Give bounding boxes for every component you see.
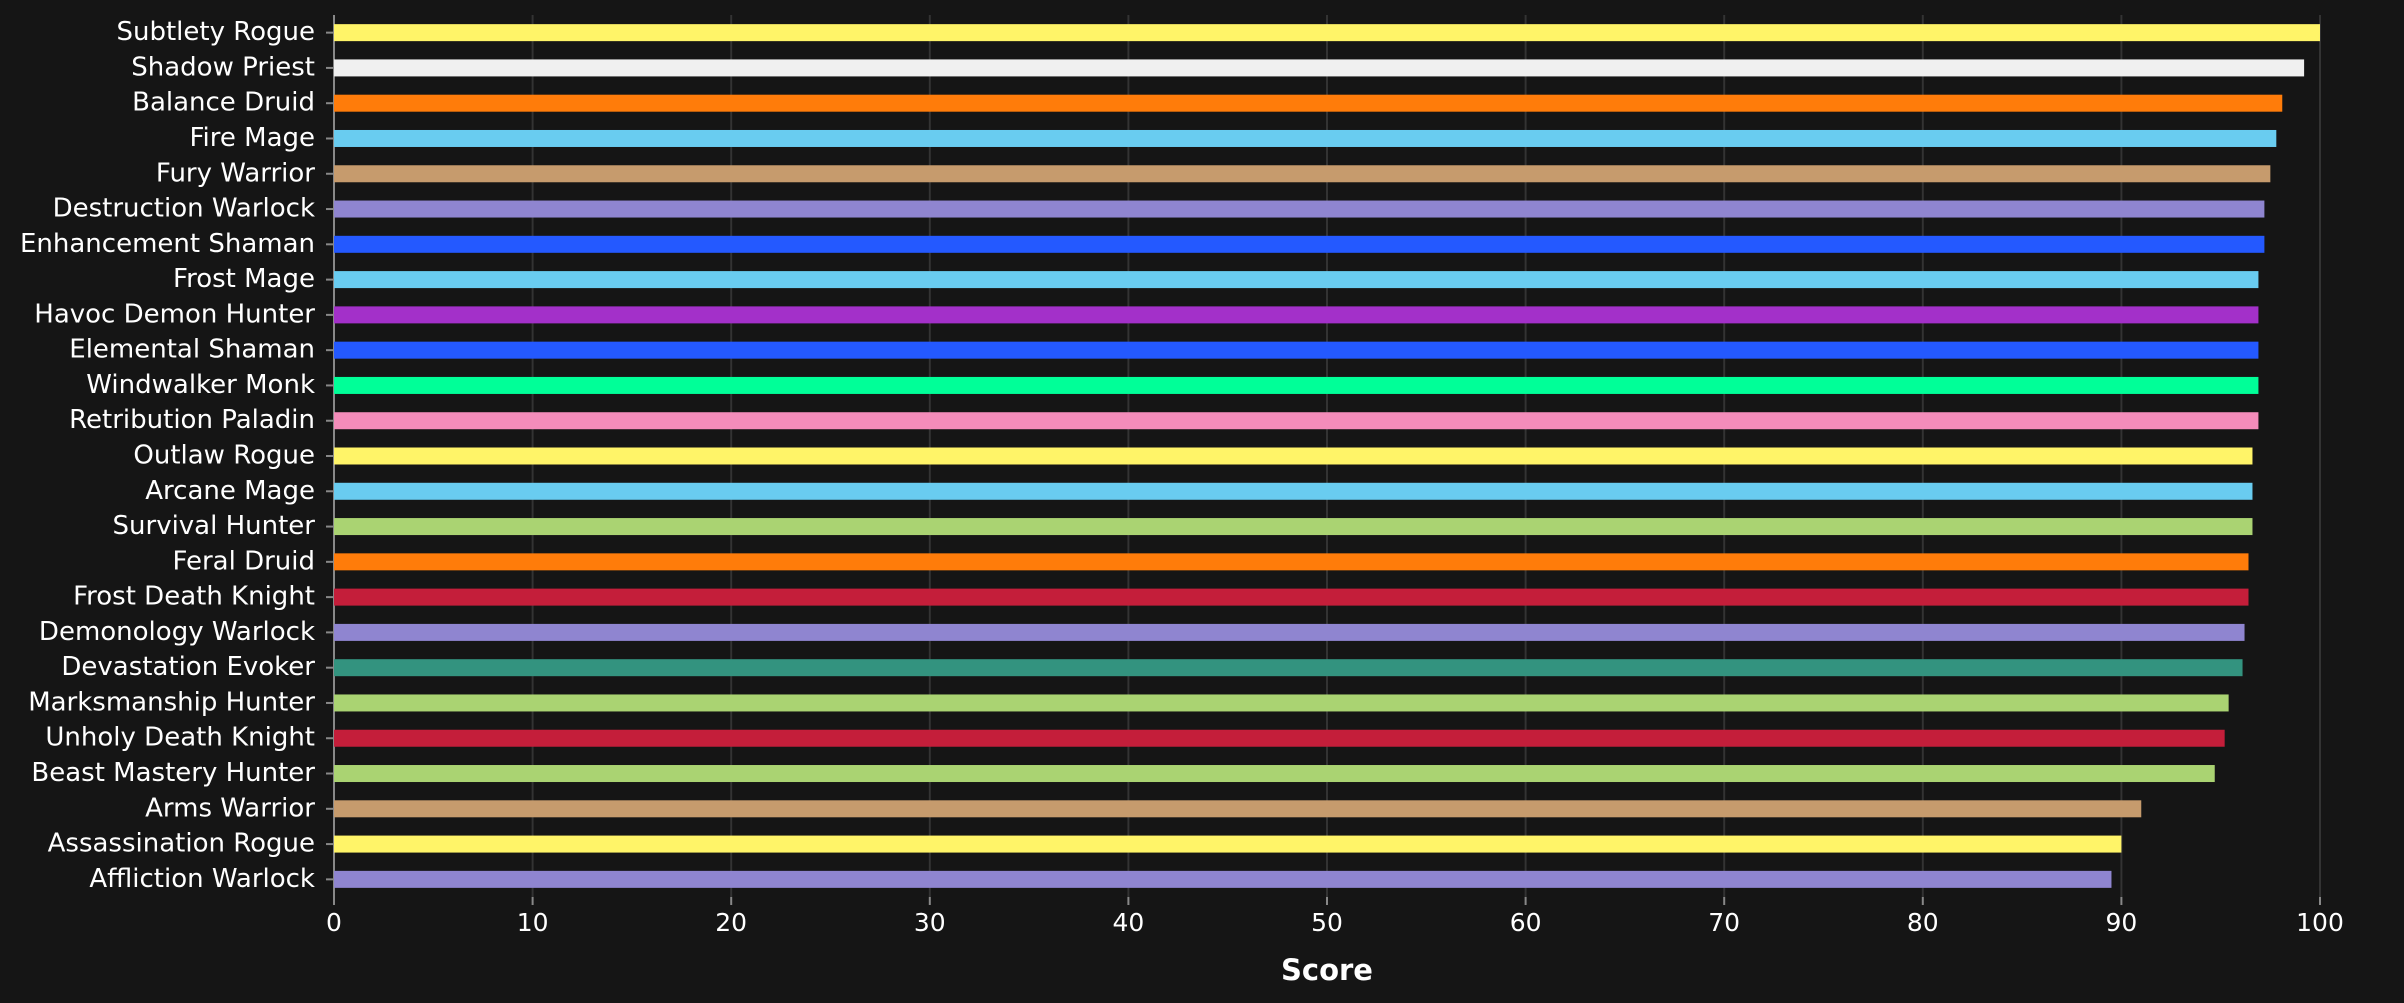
x-tick-label: 20 <box>715 908 747 937</box>
bar <box>334 623 2245 641</box>
bar <box>334 694 2229 712</box>
bar <box>334 553 2249 571</box>
y-tick-label: Feral Druid <box>172 546 315 576</box>
y-tick-label: Enhancement Shaman <box>20 229 315 259</box>
x-tick-label: 50 <box>1311 908 1343 937</box>
y-tick-label: Devastation Evoker <box>61 652 315 682</box>
bar <box>334 588 2249 606</box>
y-tick-label: Marksmanship Hunter <box>28 687 315 717</box>
y-tick-label: Shadow Priest <box>131 52 315 82</box>
y-tick-label: Fury Warrior <box>156 158 315 188</box>
bar <box>334 765 2215 783</box>
bar <box>334 200 2265 218</box>
bar <box>334 24 2320 42</box>
bar <box>334 800 2142 818</box>
x-tick-label: 10 <box>517 908 549 937</box>
x-tick-label: 100 <box>2296 908 2344 937</box>
y-tick-label: Outlaw Rogue <box>133 441 315 471</box>
bar <box>334 482 2253 500</box>
bar <box>334 835 2122 853</box>
y-tick-label: Fire Mage <box>189 123 315 153</box>
y-tick-label: Subtlety Rogue <box>116 17 315 47</box>
bar <box>334 94 2283 112</box>
y-tick-label: Elemental Shaman <box>69 335 315 365</box>
x-tick-label: 40 <box>1112 908 1144 937</box>
bar <box>334 306 2259 324</box>
y-tick-label: Survival Hunter <box>113 511 316 541</box>
y-tick-label: Windwalker Monk <box>86 370 315 400</box>
y-tick-label: Unholy Death Knight <box>45 723 315 753</box>
bar <box>334 376 2259 394</box>
y-tick-label: Frost Mage <box>173 264 315 294</box>
x-tick-label: 80 <box>1907 908 1939 937</box>
bar <box>334 129 2277 147</box>
y-tick-label: Affliction Warlock <box>89 864 315 894</box>
y-tick-label: Assassination Rogue <box>48 829 315 859</box>
x-tick-label: 0 <box>326 908 342 937</box>
x-tick-label: 90 <box>2105 908 2137 937</box>
x-tick-label: 60 <box>1510 908 1542 937</box>
y-tick-label: Destruction Warlock <box>53 194 315 224</box>
y-tick-label: Demonology Warlock <box>39 617 315 647</box>
y-tick-label: Frost Death Knight <box>73 582 315 612</box>
bar <box>334 165 2271 183</box>
bar <box>334 518 2253 536</box>
y-tick-label: Havoc Demon Hunter <box>34 299 315 329</box>
bar <box>334 235 2265 253</box>
bar <box>334 341 2259 359</box>
y-tick-label: Arms Warrior <box>145 793 315 823</box>
bar <box>334 447 2253 465</box>
y-tick-label: Arcane Mage <box>145 476 315 506</box>
bar <box>334 412 2259 430</box>
y-tick-label: Balance Druid <box>132 88 315 118</box>
x-tick-label: 30 <box>914 908 946 937</box>
bar <box>334 59 2305 77</box>
bar <box>334 271 2259 289</box>
bar <box>334 659 2243 677</box>
x-tick-label: 70 <box>1708 908 1740 937</box>
x-axis-label: Score <box>1281 953 1373 987</box>
bar <box>334 870 2112 888</box>
bar <box>334 729 2225 747</box>
y-tick-label: Retribution Paladin <box>69 405 315 435</box>
y-tick-label: Beast Mastery Hunter <box>31 758 315 788</box>
